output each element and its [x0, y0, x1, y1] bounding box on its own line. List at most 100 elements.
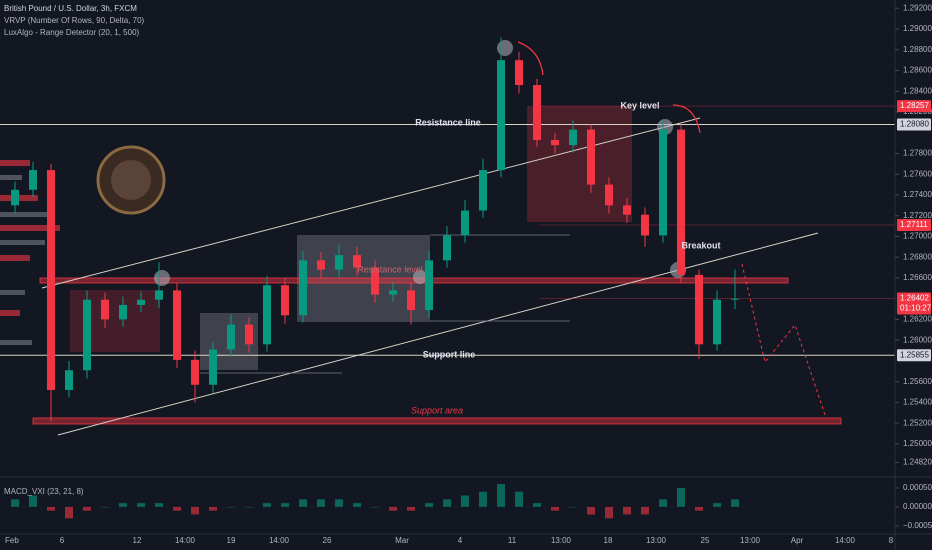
macd-bar: [479, 491, 487, 507]
macd-bar: [389, 506, 397, 511]
x-tick-label: 12: [133, 536, 142, 545]
x-tick-label: 14:00: [269, 536, 290, 545]
x-tick-label: Feb: [5, 536, 19, 545]
macd-tick-label: 0.00000: [903, 502, 932, 511]
y-tick-label: 1.27200: [903, 211, 932, 220]
price-tag-label: 1.27111: [900, 220, 928, 229]
macd-bar: [713, 503, 721, 507]
indicator-label: VRVP (Number Of Rows, 90, Delta, 70): [4, 16, 145, 25]
macd-bar: [29, 495, 37, 507]
y-tick-label: 1.24820: [903, 458, 932, 467]
macd-bar: [353, 503, 361, 507]
macd-bar: [11, 499, 19, 507]
macd-bar: [551, 506, 559, 511]
y-tick-label: 1.28400: [903, 86, 932, 95]
chart-title: British Pound / U.S. Dollar, 3h, FXCM: [4, 4, 137, 13]
candle-body: [461, 210, 469, 236]
x-tick-label: 13:00: [646, 536, 667, 545]
candle-body: [335, 255, 343, 270]
y-tick-label: 1.25000: [903, 439, 932, 448]
macd-bar: [443, 499, 451, 507]
price-tag: [897, 218, 931, 231]
macd-bar: [317, 499, 325, 507]
x-tick-label: 4: [458, 536, 463, 545]
arrow: [672, 104, 701, 134]
y-tick-label: 1.27400: [903, 190, 932, 199]
macd-bar: [191, 506, 199, 515]
macd-bar: [461, 495, 469, 507]
macd-bar: [497, 484, 505, 507]
candle-body: [29, 170, 37, 190]
x-tick-label: 25: [701, 536, 710, 545]
x-tick-label: 13:00: [551, 536, 572, 545]
candle-body: [389, 290, 397, 295]
candle-body: [695, 274, 703, 345]
candle-body: [569, 129, 577, 146]
candle-body: [245, 324, 253, 345]
candle-body: [209, 349, 217, 385]
price-tag: [897, 292, 931, 315]
candle-body: [371, 267, 379, 295]
candle-body: [317, 260, 325, 270]
candle-body: [299, 260, 307, 316]
candle-body: [713, 299, 721, 345]
candle-body: [551, 140, 559, 146]
macd-bar: [227, 506, 235, 508]
x-tick-label: 26: [323, 536, 332, 545]
x-tick-label: Mar: [395, 536, 409, 545]
y-tick-label: 1.29200: [903, 3, 932, 12]
macd-bar: [47, 506, 55, 511]
macd-bar: [641, 506, 649, 515]
candle-body: [443, 235, 451, 261]
indicator-label: LuxAlgo - Range Detector (20, 1, 500): [4, 28, 140, 37]
annotation: Breakout: [681, 240, 720, 250]
candle-body: [587, 129, 595, 185]
macd-bar: [335, 499, 343, 507]
macd-bar: [407, 506, 415, 511]
macd-bar: [371, 506, 379, 508]
candle-body: [281, 285, 289, 316]
candle-body: [137, 299, 145, 305]
candle-body: [173, 290, 181, 360]
price-tag: [897, 100, 931, 113]
logo: [96, 145, 166, 215]
macd-bar: [677, 487, 685, 507]
annotation: Support line: [423, 349, 476, 359]
candle-body: [677, 129, 685, 275]
y-tick-label: 1.28800: [903, 45, 932, 54]
candle-body: [533, 85, 541, 141]
annotation: Key level: [620, 100, 659, 110]
price-tag-label: 1.26402: [900, 294, 929, 303]
macd-bar: [245, 506, 253, 508]
candle-body: [623, 205, 631, 215]
candle-body: [497, 60, 505, 171]
macd-bar: [281, 503, 289, 507]
y-tick-label: 1.25400: [903, 398, 932, 407]
candle-body: [155, 290, 163, 300]
candle-body: [227, 324, 235, 350]
x-tick-label: 18: [604, 536, 613, 545]
x-tick-label: 11: [508, 536, 517, 545]
candle-body: [605, 184, 613, 206]
candle-body: [659, 129, 667, 236]
projection-arrow: [741, 263, 826, 416]
macd-bar: [155, 503, 163, 507]
macd-bar: [533, 503, 541, 507]
annotation: Support area: [411, 405, 463, 415]
macd-bar: [515, 491, 523, 507]
price-tag: [897, 118, 931, 131]
macd-bar: [605, 506, 613, 519]
annotation: Resistance level: [357, 264, 423, 274]
macd-bar: [695, 506, 703, 511]
y-tick-label: 1.26000: [903, 335, 932, 344]
candle-body: [731, 298, 739, 300]
y-tick-label: 1.27600: [903, 169, 932, 178]
y-tick-label: 1.28600: [903, 66, 932, 75]
macd-bar: [173, 506, 181, 511]
x-tick-label: 14:00: [835, 536, 856, 545]
price-tag-label: 1.28257: [900, 101, 929, 110]
x-tick-label: 13:00: [740, 536, 761, 545]
